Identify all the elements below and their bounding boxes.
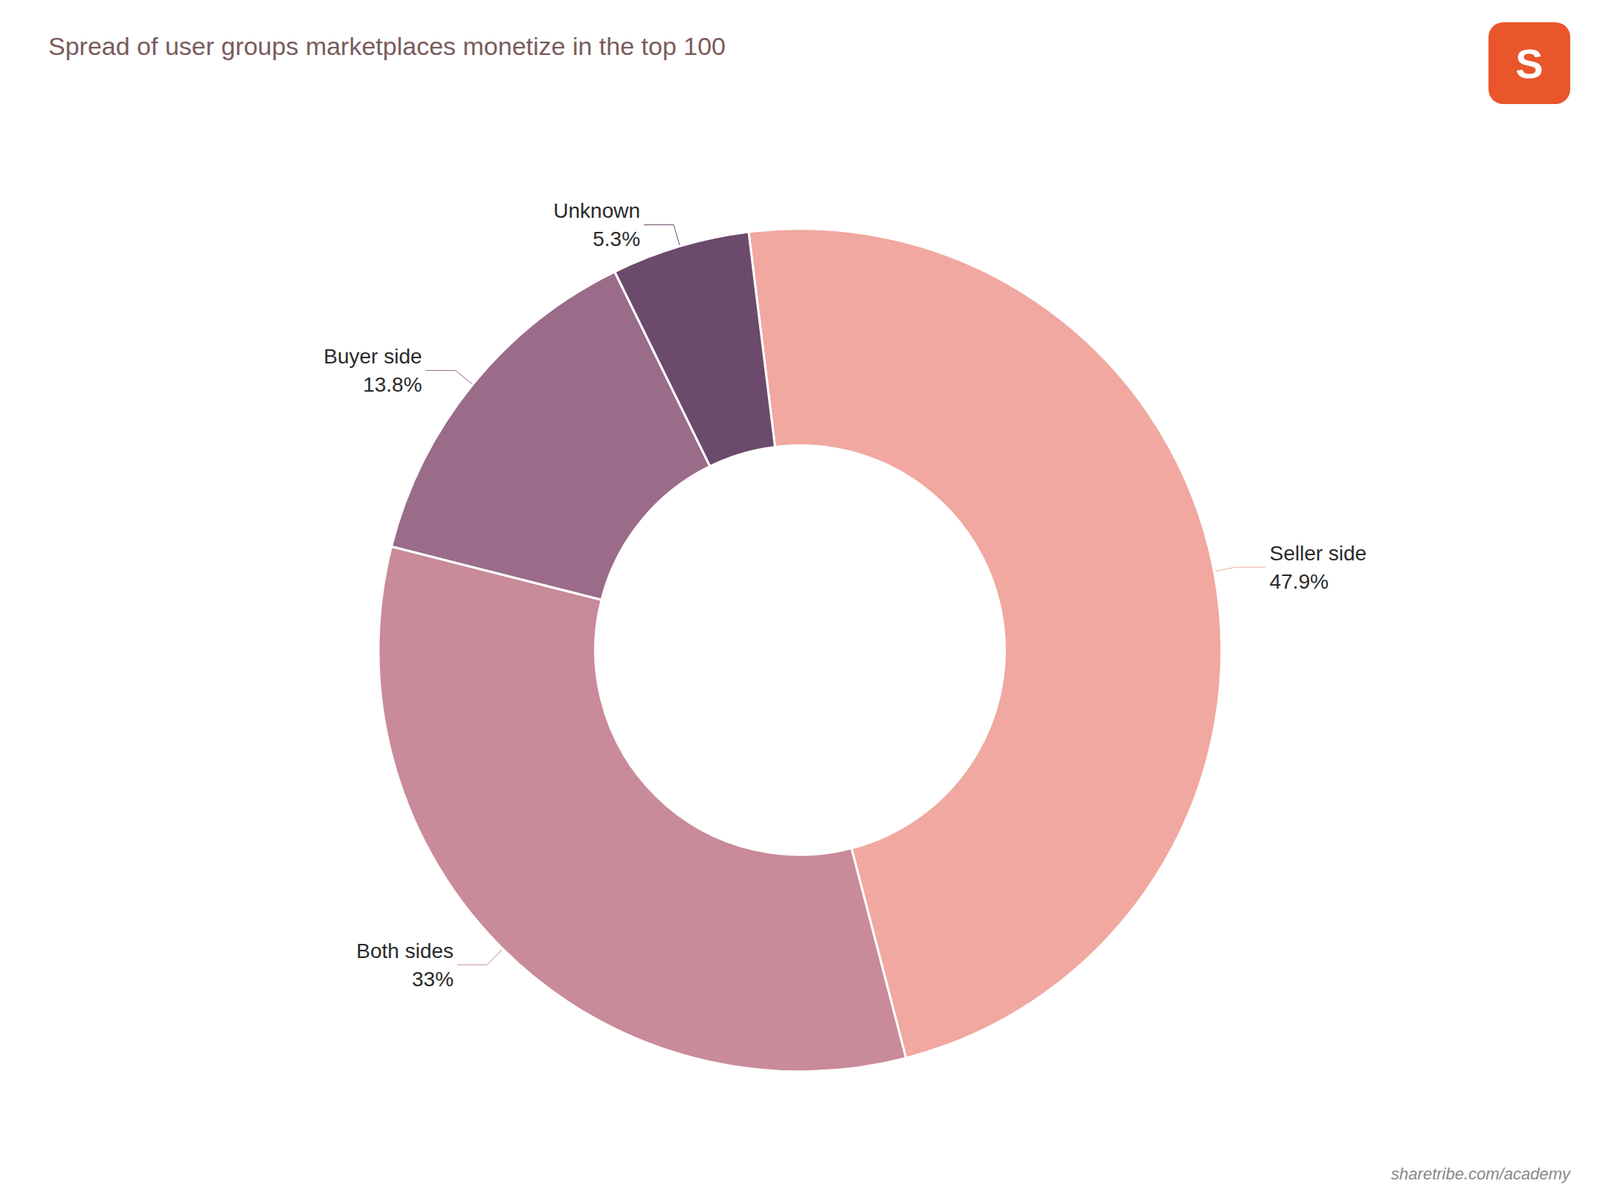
svg-text:Seller side: Seller side [1269, 542, 1367, 566]
svg-text:47.9%: 47.9% [1269, 570, 1328, 594]
svg-text:Spread of user groups marketpl: Spread of user groups marketplaces monet… [48, 31, 726, 61]
svg-text:Unknown: Unknown [553, 199, 641, 223]
svg-text:sharetribe.com/academy: sharetribe.com/academy [1391, 1165, 1572, 1184]
svg-text:S: S [1515, 40, 1543, 87]
svg-text:13.8%: 13.8% [362, 373, 422, 397]
svg-text:33%: 33% [411, 968, 454, 992]
svg-text:Buyer side: Buyer side [323, 344, 422, 369]
svg-text:Both sides: Both sides [356, 939, 454, 963]
svg-text:5.3%: 5.3% [592, 227, 641, 251]
